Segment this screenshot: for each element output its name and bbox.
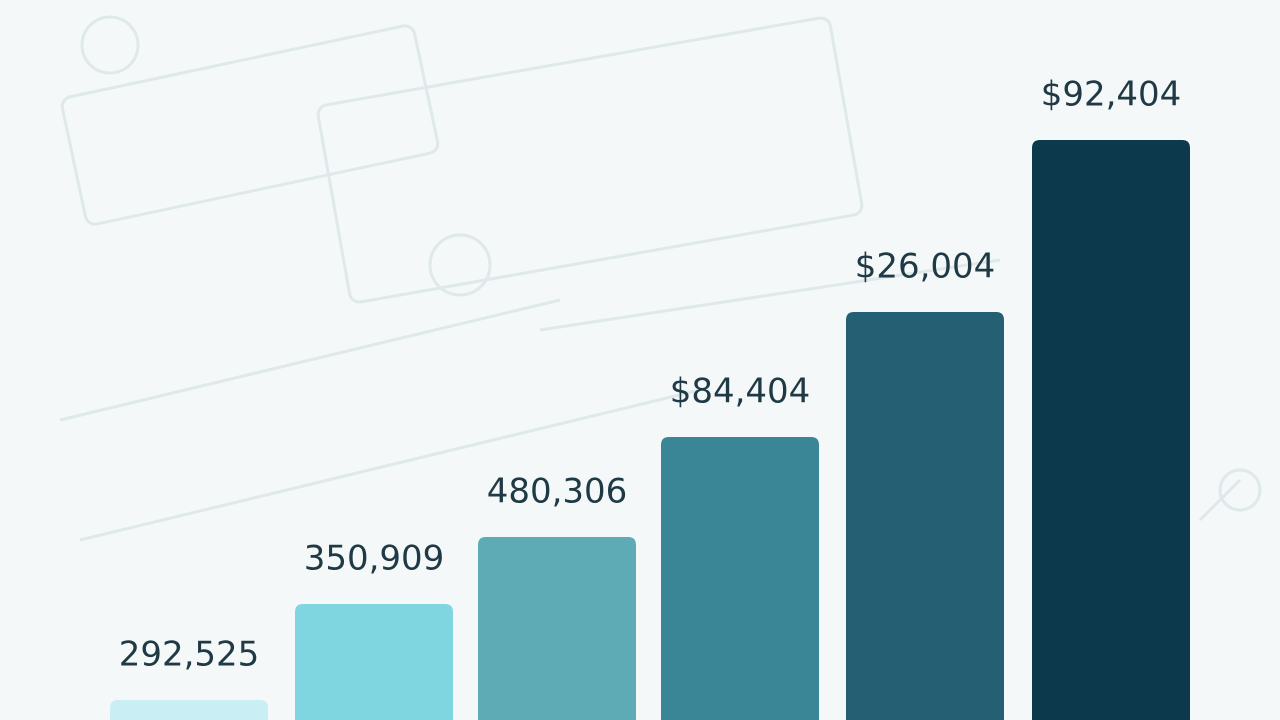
bar-label: $92,404 bbox=[1041, 75, 1182, 115]
bar bbox=[478, 537, 636, 720]
bar bbox=[110, 700, 268, 720]
bar bbox=[661, 437, 819, 720]
bar bbox=[295, 604, 453, 720]
bar bbox=[1032, 140, 1190, 720]
bar-label: 350,909 bbox=[304, 539, 445, 579]
bar-label: 480,306 bbox=[487, 472, 628, 512]
bar-label: $26,004 bbox=[855, 247, 996, 287]
background-sketch bbox=[59, 15, 1262, 542]
bar bbox=[846, 312, 1004, 720]
bar-label: 292,525 bbox=[119, 635, 260, 675]
bar-label: $84,404 bbox=[670, 372, 811, 412]
